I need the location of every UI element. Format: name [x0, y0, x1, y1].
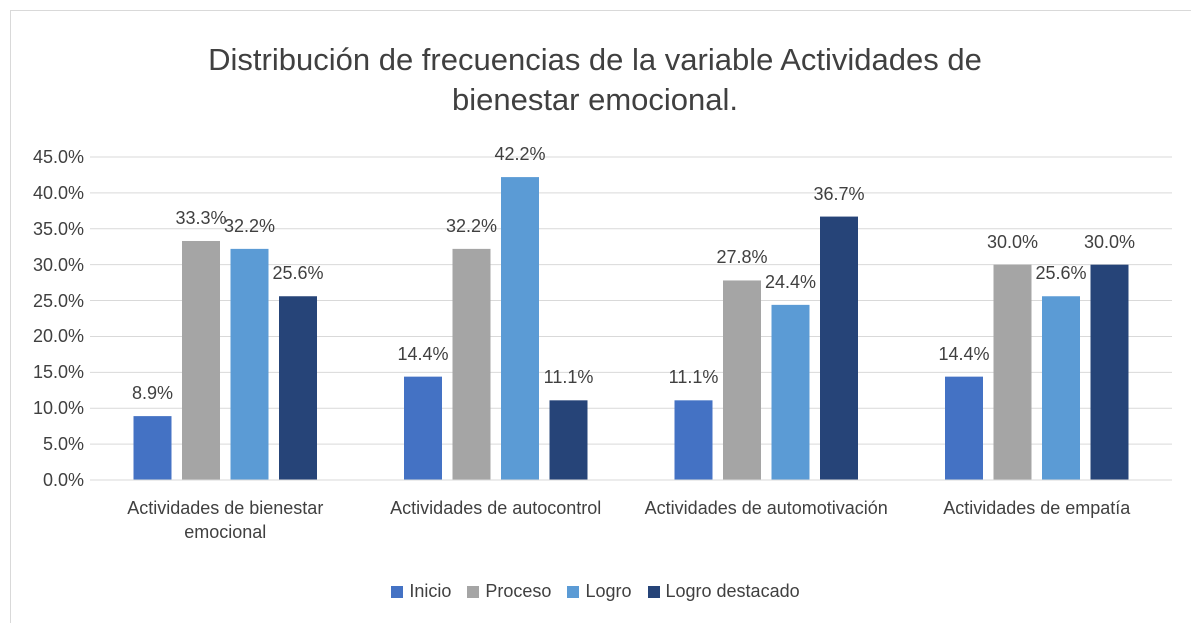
chart-border: [10, 10, 1191, 623]
bar: [404, 376, 442, 480]
bar: [723, 280, 761, 480]
y-tick-label: 10.0%: [32, 398, 84, 419]
bar: [993, 264, 1032, 480]
legend-swatch: [567, 585, 580, 598]
data-label: 24.4%: [764, 271, 817, 292]
bar: [1042, 296, 1080, 480]
legend-label: Logro: [585, 581, 632, 601]
legend-item: Logro: [567, 581, 632, 602]
data-label: 33.3%: [175, 207, 227, 228]
bar: [1090, 264, 1129, 480]
data-label: 25.6%: [272, 263, 324, 284]
bar: [771, 304, 810, 480]
data-label: 8.9%: [131, 383, 174, 404]
x-tick-label: Actividades de empatía: [943, 498, 1131, 518]
legend-swatch: [647, 585, 660, 598]
x-tick-label: Actividades de bienestar emocional: [127, 498, 324, 542]
data-label: 42.2%: [494, 144, 546, 165]
legend-item: Inicio: [391, 581, 451, 602]
legend-label: Inicio: [409, 581, 452, 601]
data-label: 36.7%: [813, 183, 865, 204]
legend-label: Proceso: [485, 581, 552, 601]
y-tick-label: 30.0%: [32, 254, 84, 275]
legend-swatch: [467, 585, 480, 598]
bar: [182, 240, 220, 480]
chart-title: Distribución de frecuencias de la variab…: [208, 42, 982, 117]
y-tick-label: 40.0%: [32, 182, 84, 203]
data-label: 14.4%: [397, 343, 449, 364]
y-tick-label: 45.0%: [32, 147, 84, 167]
legend-item: Proceso: [467, 581, 551, 602]
legend-item: Logro destacado: [647, 581, 800, 602]
bar: [133, 416, 172, 480]
y-tick-label: 20.0%: [32, 326, 84, 347]
bar: [945, 376, 983, 480]
data-label: 30.0%: [986, 231, 1039, 252]
bar: [820, 216, 858, 480]
y-tick-label: 25.0%: [32, 290, 84, 311]
data-label: 30.0%: [1083, 231, 1136, 252]
legend-label: Logro destacado: [665, 581, 800, 601]
y-tick-label: 5.0%: [42, 434, 84, 455]
bar: [452, 248, 491, 480]
x-tick-label: Actividades de automotivación: [644, 498, 888, 518]
data-label: 14.4%: [938, 343, 990, 364]
x-tick-label: Actividades de autocontrol: [390, 498, 602, 518]
legend-swatch: [391, 585, 404, 598]
data-label: 11.1%: [543, 367, 594, 388]
data-label: 11.1%: [668, 367, 719, 388]
legend: Inicio Proceso Logro Logro destacado: [0, 581, 1191, 602]
y-tick-label: 35.0%: [32, 218, 84, 239]
data-label: 25.6%: [1035, 263, 1087, 284]
y-tick-label: 15.0%: [32, 362, 84, 383]
bar: [279, 296, 317, 480]
data-label: 32.2%: [223, 215, 276, 236]
bar: [230, 248, 269, 480]
bar: [501, 177, 539, 480]
data-label: 32.2%: [445, 215, 498, 236]
bar: [549, 400, 588, 480]
bar: [674, 400, 713, 480]
y-tick-label: 0.0%: [42, 470, 84, 490]
data-label: 27.8%: [716, 247, 768, 268]
